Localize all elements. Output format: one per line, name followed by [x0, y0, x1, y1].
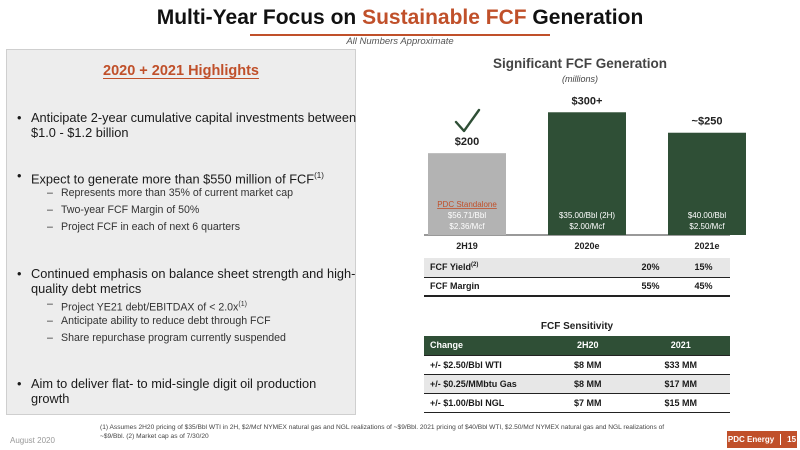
footnote: (1) Assumes 2H20 pricing of $35/Bbl WTI … — [100, 424, 665, 440]
table-header-row: Change 2H20 2021 — [424, 336, 730, 355]
row-label: +/- $0.25/MMbtu Gas — [430, 378, 517, 389]
fcf-yield-label: FCF Yield(2) — [430, 262, 479, 273]
checkmark-icon — [454, 108, 481, 133]
title-underline — [250, 34, 550, 36]
header-2h20: 2H20 — [576, 340, 599, 351]
bar-2h19 — [428, 153, 506, 235]
value-label-2h19: $200 — [455, 136, 479, 148]
chart-subtitle: (millions) — [562, 74, 598, 84]
table-row-fcf-margin: FCF Margin 55% 45% — [424, 277, 730, 296]
fcf-margin-label: FCF Margin — [430, 281, 480, 292]
highlights-title: 2020 + 2021 Highlights — [103, 63, 259, 79]
bar-inner-label: PDC Standalone — [437, 200, 497, 209]
row-value-2h20: $8 MM — [573, 378, 602, 389]
sub-bullet-share-repurchase: Share repurchase program currently suspe… — [47, 332, 347, 345]
bar-inner-label: $2.00/Mcf — [569, 222, 605, 231]
fcf-yield-2021e: 15% — [694, 262, 713, 273]
table-row: +/- $1.00/Bbl NGL $7 MM $15 MM — [424, 393, 730, 412]
highlights-panel: 2020 + 2021 Highlights Anticipate 2-year… — [6, 49, 356, 415]
bar-inner-label: $35.00/Bbl (2H) — [559, 211, 615, 220]
category-label-2021e: 2021e — [694, 241, 719, 251]
page-title: Multi-Year Focus on Sustainable FCF Gene… — [156, 6, 644, 29]
category-label-2h19: 2H19 — [456, 241, 478, 251]
bullet-capital-investments: Anticipate 2-year cumulative capital inv… — [17, 110, 357, 140]
fcf-yield-2020e: 20% — [641, 262, 660, 273]
table-row-fcf-yield: FCF Yield(2) 20% 15% — [424, 258, 730, 277]
header-change: Change — [430, 340, 464, 351]
table-row: +/- $2.50/Bbl WTI $8 MM $33 MM — [424, 355, 730, 374]
brand-footer: PDC Energy 15 — [727, 431, 797, 448]
brand-name: PDC Energy — [727, 435, 775, 444]
bar-inner-label: $2.36/Mcf — [449, 222, 485, 231]
fcf-metrics-table: FCF Yield(2) 20% 15% FCF Margin 55% 45% — [424, 258, 730, 297]
category-label-2020e: 2020e — [574, 241, 599, 251]
bar-inner-label: $56.71/Bbl — [448, 211, 486, 220]
bar-2020e — [548, 112, 626, 235]
row-value-2h20: $8 MM — [573, 359, 602, 370]
presentation-date: August 2020 — [10, 436, 55, 445]
row-value-2021: $17 MM — [664, 378, 697, 389]
sub-bullet-fcf-margin: Two-year FCF Margin of 50% — [47, 204, 347, 217]
fcf-margin-2021e: 45% — [694, 281, 713, 292]
header-2021: 2021 — [670, 340, 691, 351]
bar-2021e — [668, 132, 746, 235]
fcf-yield-2h19 — [524, 258, 624, 277]
fcf-margin-2020e: 55% — [641, 281, 660, 292]
sub-bullet-fcf-quarters: Project FCF in each of next 6 quarters — [47, 221, 347, 234]
row-label: +/- $2.50/Bbl WTI — [430, 359, 502, 370]
bullet-oil-production: Aim to deliver flat- to mid-single digit… — [17, 376, 357, 406]
sub-bullet-market-cap: Represents more than 35% of current mark… — [47, 187, 347, 200]
value-label-2020e: $300+ — [572, 95, 603, 107]
fcf-sensitivity-table: Change 2H20 2021 +/- $2.50/Bbl WTI $8 MM… — [424, 336, 730, 413]
row-value-2021: $15 MM — [664, 397, 697, 408]
row-value-2h20: $7 MM — [573, 397, 602, 408]
page-number: 15 — [787, 435, 797, 444]
bullet-fcf-generation: Expect to generate more than $550 millio… — [17, 168, 357, 186]
value-label-2021e: ~$250 — [692, 116, 723, 128]
sensitivity-title: FCF Sensitivity — [540, 321, 614, 332]
row-label: +/- $1.00/Bbl NGL — [430, 397, 505, 408]
chart-title: Significant FCF Generation — [492, 56, 667, 71]
fcf-margin-2h19 — [524, 277, 624, 296]
sub-bullet-reduce-debt: Anticipate ability to reduce debt throug… — [47, 315, 347, 328]
sub-bullet-debt-ebitdax: Project YE21 debt/EBITDAX of < 2.0x(1) — [47, 298, 347, 315]
bar-inner-label: $2.50/Mcf — [689, 222, 725, 231]
bullet-balance-sheet: Continued emphasis on balance sheet stre… — [17, 266, 357, 296]
page-subtitle: All Numbers Approximate — [346, 36, 454, 47]
brand-divider — [780, 434, 782, 445]
bar-inner-label: $40.00/Bbl — [688, 211, 726, 220]
table-row: +/- $0.25/MMbtu Gas $8 MM $17 MM — [424, 374, 730, 393]
row-value-2021: $33 MM — [664, 359, 697, 370]
